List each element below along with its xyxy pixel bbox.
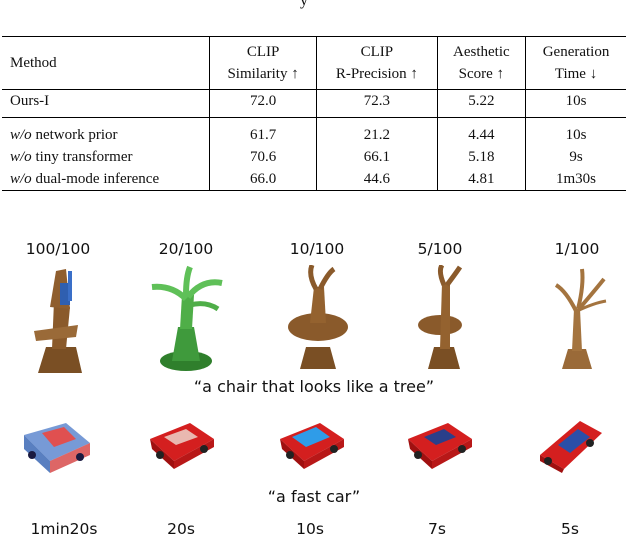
results-table: Method CLIP Similarity ↑ CLIP R-Precision … [2,36,626,191]
step-labels-row: 100/100 20/100 10/100 5/100 1/100 [0,240,628,262]
table-row: w/o tiny transformer 70.6 66.1 5.18 9s [2,146,626,168]
value-cell: 70.6 [209,146,317,168]
value-cell: 5.18 [436,146,526,168]
time-label: 5s [561,520,579,538]
method-cell: w/o network prior [10,127,118,143]
table-row: Ours-I 72.0 72.3 5.22 10s [2,89,626,118]
car-prompt: “a fast car” [267,487,361,506]
time-label: 7s [428,520,446,538]
time-label: 10s [296,520,324,538]
value-cell: 1m30s [525,168,626,191]
car-render-thumbnail [150,423,214,469]
method-cell: w/o dual-mode inference [2,168,210,191]
value-cell: 4.81 [436,168,526,191]
value-cell: 4.44 [436,117,526,146]
value-cell: 66.0 [209,168,317,191]
table-header-row: Method CLIP Similarity ↑ CLIP R-Precision … [2,36,626,90]
method-cell: Ours-I [2,89,210,118]
car-render-thumbnail [540,421,602,473]
header-clip-similarity: CLIP Similarity ↑ [209,36,317,90]
value-cell: 66.1 [316,146,438,168]
chair-render-thumbnail [554,268,607,369]
value-cell: 72.3 [316,89,438,118]
table-row: w/o network prior 61.7 21.2 4.44 10s [2,117,626,146]
step-label: 100/100 [25,240,91,258]
chair-prompt: “a chair that looks like a tree” [193,377,435,396]
step-label: 1/100 [554,240,600,258]
header-aesthetic-score: Aesthetic Score ↑ [436,36,526,90]
header-method: Method [10,55,57,71]
value-cell: 5.22 [436,89,526,118]
car-render-thumbnail [24,423,90,473]
time-label: 1min20s [30,520,98,538]
table-row: w/o dual-mode inference 66.0 44.6 4.81 1… [2,168,626,191]
header-clip-r-precision: CLIP R-Precision ↑ [316,36,438,90]
value-cell: 10s [525,89,626,118]
chair-render-thumbnail [288,265,348,369]
time-label: 20s [167,520,195,538]
step-label: 10/100 [289,240,345,258]
value-cell: 10s [525,117,626,146]
step-label: 5/100 [417,240,463,258]
car-render-thumbnail [280,423,344,469]
chair-render-thumbnail [151,265,223,371]
value-cell: 9s [525,146,626,168]
step-label: 20/100 [158,240,214,258]
car-render-thumbnail [408,423,472,469]
chair-render-thumbnail [34,269,82,373]
chair-render-thumbnail [418,265,463,369]
value-cell: 72.0 [209,89,317,118]
caption-fragment: y [300,0,308,9]
value-cell: 44.6 [316,168,438,191]
method-cell: w/o tiny transformer [10,149,133,165]
value-cell: 21.2 [316,117,438,146]
value-cell: 61.7 [209,117,317,146]
header-generation-time: Generation Time ↓ [525,36,626,90]
